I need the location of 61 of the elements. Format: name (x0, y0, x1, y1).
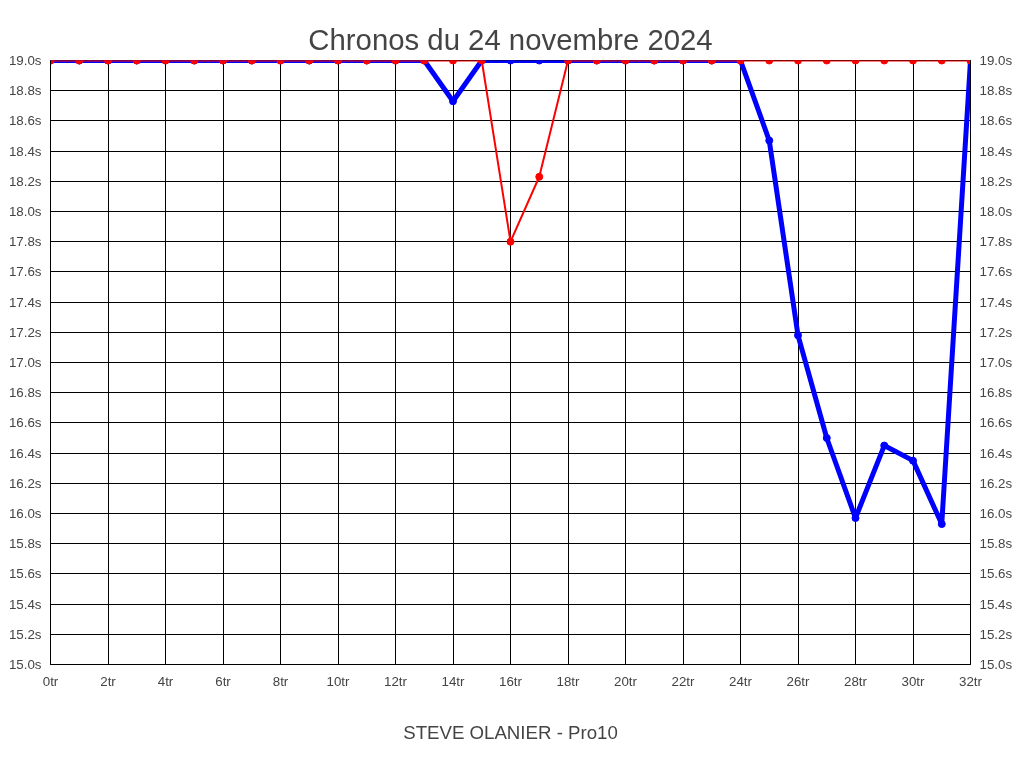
y2-tick-label: 15.0s (979, 657, 1013, 672)
x-tick-label: 28tr (844, 673, 868, 689)
x-tick-label: 8tr (272, 673, 289, 689)
y2-tick-label: 15.8s (979, 536, 1013, 552)
x-tick-label: 24tr (729, 673, 753, 689)
y-tick-label: 17.8s (8, 234, 42, 250)
y2-tick-label: 18.0s (979, 204, 1013, 219)
y-tick-label: 18.2s (8, 173, 42, 189)
y-tick-label: 18.6s (8, 113, 42, 129)
y2-tick-label: 17.0s (979, 355, 1013, 370)
y2-tick-label: 18.2s (979, 173, 1013, 189)
x-tick-label: 22tr (671, 673, 696, 689)
x-tick-label: 6tr (215, 673, 232, 689)
y2-tick-label: 17.8s (979, 234, 1013, 250)
y2-tick-label: 15.4s (979, 596, 1013, 612)
y2-tick-label: 19.0s (979, 53, 1013, 68)
y-tick-label: 15.8s (8, 536, 42, 552)
y-tick-label: 17.0s (8, 355, 42, 370)
y-tick-label: 18.0s (8, 204, 42, 219)
y2-tick-label: 17.4s (979, 294, 1013, 310)
y-tick-label: 16.0s (8, 506, 42, 521)
y-tick-label: 18.4s (8, 143, 42, 159)
y-tick-label: 19.0s (8, 53, 42, 68)
x-tick-label: 18tr (556, 673, 581, 689)
y2-tick-label: 16.6s (979, 415, 1013, 431)
chart-title: Chronos du 24 novembre 2024 (308, 22, 713, 56)
y-tick-label: 16.4s (8, 445, 42, 461)
x-axis-title: STEVE OLANIER - Pro10 (403, 721, 618, 743)
y-tick-label: 17.6s (8, 264, 42, 280)
y2-tick-label: 18.8s (979, 83, 1013, 99)
y2-tick-label: 16.0s (979, 506, 1013, 521)
y2-tick-label: 15.6s (979, 566, 1013, 582)
y-tick-label: 15.2s (8, 626, 42, 642)
x-tick-label: 2tr (100, 673, 117, 689)
y2-tick-label: 15.2s (979, 626, 1013, 642)
y-tick-label: 15.0s (8, 657, 42, 672)
x-tick-label: 12tr (384, 673, 408, 689)
y2-tick-label: 17.2s (979, 324, 1013, 340)
x-tick-label: 0tr (42, 673, 59, 689)
y2-tick-label: 18.4s (979, 143, 1013, 159)
x-tick-label: 16tr (499, 673, 523, 689)
y-tick-label: 18.8s (8, 83, 42, 99)
y2-tick-label: 16.2s (979, 475, 1013, 491)
y-tick-label: 16.6s (8, 415, 42, 431)
x-tick-label: 30tr (901, 673, 926, 689)
y-tick-label: 15.6s (8, 566, 42, 582)
y-tick-label: 15.4s (8, 596, 42, 612)
y-tick-label: 17.2s (8, 324, 42, 340)
y2-tick-label: 16.8s (979, 385, 1013, 401)
y-tick-label: 17.4s (8, 294, 42, 310)
x-tick-label: 26tr (786, 673, 811, 689)
y2-tick-label: 18.6s (979, 113, 1013, 129)
x-tick-label: 4tr (157, 673, 174, 689)
y2-tick-label: 17.6s (979, 264, 1013, 280)
x-tick-label: 20tr (614, 673, 638, 689)
y-tick-label: 16.8s (8, 385, 42, 401)
y2-tick-label: 16.4s (979, 445, 1013, 461)
x-tick-label: 14tr (441, 673, 466, 689)
y-tick-label: 16.2s (8, 475, 42, 491)
x-tick-label: 32tr (959, 673, 983, 689)
x-tick-label: 10tr (326, 673, 351, 689)
